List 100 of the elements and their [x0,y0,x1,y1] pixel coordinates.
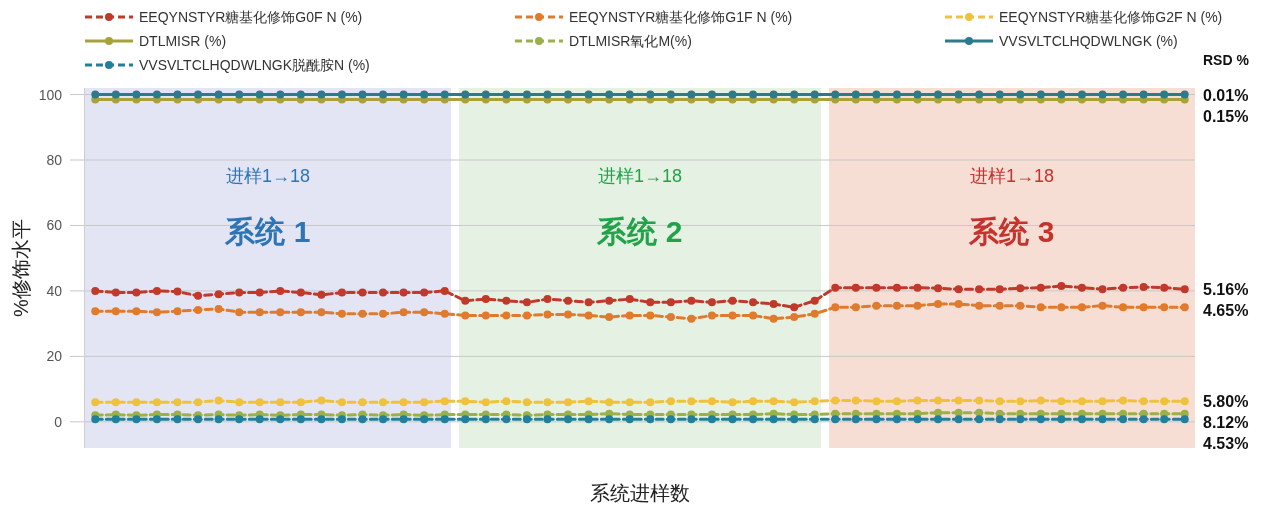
annotation: 进样1→18 [225,166,311,187]
point [276,398,285,407]
point [687,314,696,323]
point [1139,397,1148,406]
point [1139,303,1148,312]
y-tick-label: 40 [46,282,63,299]
point [1016,397,1025,406]
point [522,298,531,307]
point [934,300,943,308]
point [255,398,264,407]
point [790,90,799,99]
point [440,415,449,424]
point [625,398,634,407]
point [831,303,840,312]
point [934,415,943,424]
point [1180,90,1189,99]
point [584,298,593,307]
point [810,90,819,99]
point [769,90,778,99]
point [296,308,305,317]
point [934,396,943,405]
point [1036,90,1045,99]
point [646,90,655,99]
point [358,398,367,407]
annotation: 进样1→18 [969,166,1055,187]
point [543,90,552,99]
point [666,397,675,406]
point [1119,283,1128,292]
point [790,415,799,424]
point [687,397,696,406]
point [666,298,675,307]
point [584,90,593,99]
legend-label: VVSVLTCLHQDWLNGK (%) [999,33,1178,49]
point [173,398,182,407]
legend-label: EEQYNSTYR糖基化修饰G0F N (%) [139,9,363,25]
point [646,311,655,320]
point [1180,285,1189,294]
point [420,398,429,407]
text: 5.80% [1203,393,1249,411]
point [502,415,511,424]
point [872,90,881,99]
point [358,309,367,318]
point [1139,415,1148,424]
point [337,288,346,297]
point [666,415,675,424]
point [502,311,511,320]
point [687,415,696,424]
text: 5.16% [1203,281,1249,299]
point [769,314,778,323]
point [296,398,305,407]
point [481,398,490,407]
point [831,396,840,405]
point [913,301,922,310]
point [255,308,264,317]
point [851,283,860,292]
point [1180,303,1189,312]
point [1119,396,1128,405]
point [461,311,470,320]
point [831,415,840,424]
point [605,90,614,99]
point [194,305,203,314]
point [91,398,100,407]
point [337,415,346,424]
point [420,415,429,424]
point [522,415,531,424]
point [1180,397,1189,406]
point [1098,285,1107,294]
point [584,311,593,320]
legend-label: VVSVLTCLHQDWLNGK脱酰胺N (%) [139,57,370,73]
point [1036,303,1045,312]
point [605,415,614,424]
point [872,283,881,292]
point [1160,303,1169,312]
point [790,303,799,312]
point [235,415,244,424]
point [1098,90,1107,99]
point [1057,415,1066,424]
point [91,286,100,295]
point [1016,90,1025,99]
legend-label: DTLMISR氧化M(%) [569,33,692,49]
point [831,90,840,99]
point [1036,283,1045,292]
y-tick-label: 60 [46,217,63,234]
point [995,90,1004,99]
point [358,415,367,424]
point [790,313,799,322]
text: 8.12% [1203,414,1249,432]
point [276,415,285,424]
annotation: 进样1→18 [597,166,683,187]
point [481,295,490,304]
point [420,288,429,297]
point [502,296,511,305]
point [358,90,367,99]
point [1057,397,1066,406]
point [1139,282,1148,291]
text: 4.65% [1203,302,1249,320]
point [1139,90,1148,99]
point [810,415,819,424]
point [132,288,141,297]
point [194,398,203,407]
